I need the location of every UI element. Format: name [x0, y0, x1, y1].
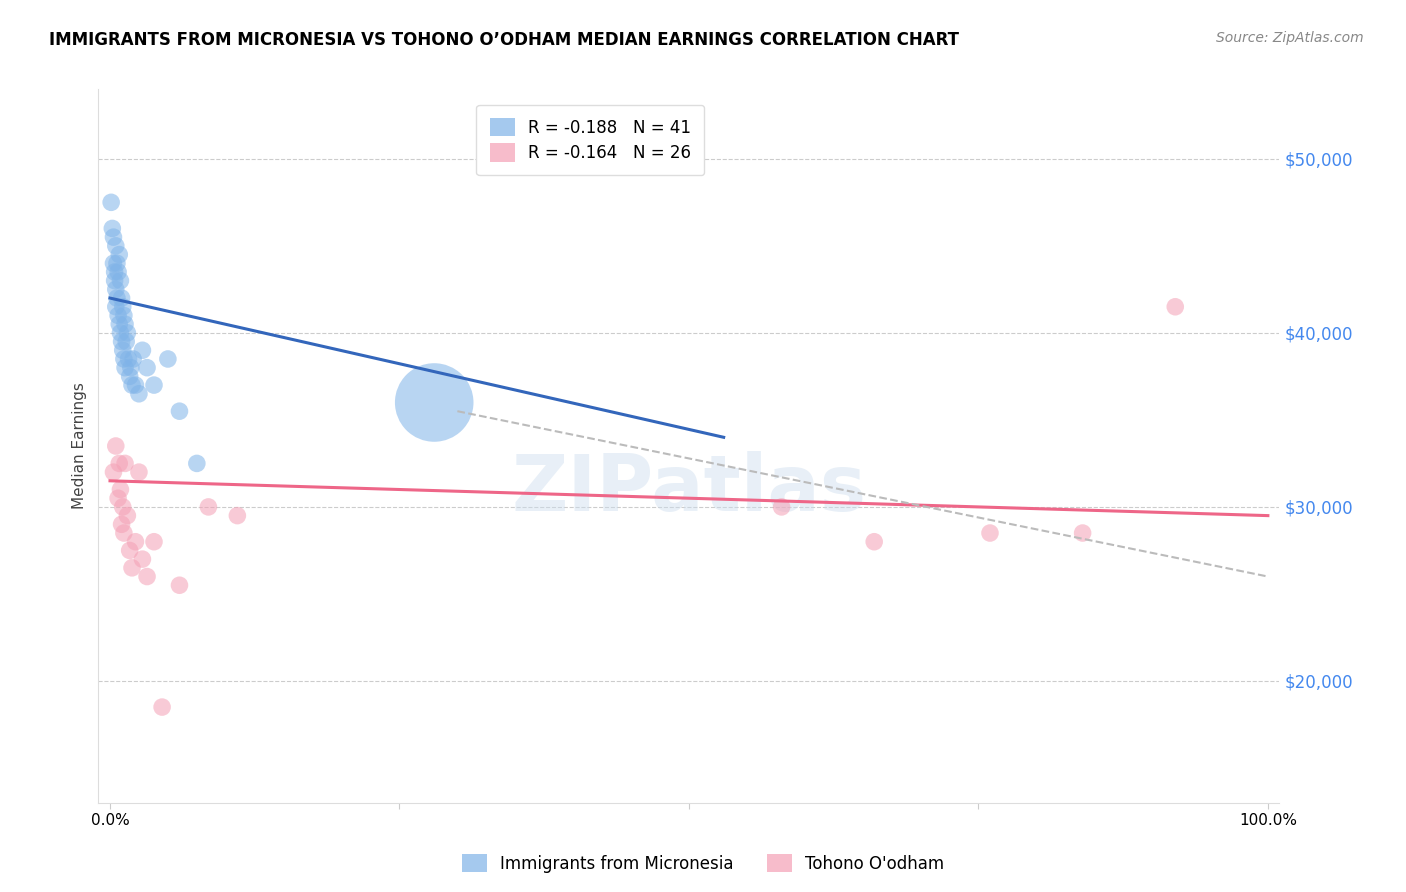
Point [156, 351, 179, 366]
Point [107, 265, 129, 279]
Point [103, 256, 125, 270]
Point [110, 274, 132, 288]
Point [169, 578, 191, 592]
Point [111, 500, 134, 514]
Point [115, 334, 138, 349]
Point [120, 360, 142, 375]
Point [110, 517, 132, 532]
Point [122, 351, 145, 366]
Point [111, 300, 134, 314]
Point [121, 561, 143, 575]
Point [117, 326, 139, 340]
Point [104, 300, 127, 314]
Point [114, 317, 136, 331]
Point [131, 552, 153, 566]
Legend: Immigrants from Micronesia, Tohono O'odham: Immigrants from Micronesia, Tohono O'odh… [456, 847, 950, 880]
Legend: R = -0.188   N = 41, R = -0.164   N = 26: R = -0.188 N = 41, R = -0.164 N = 26 [477, 104, 704, 176]
Point [186, 457, 208, 471]
Text: ZIPatlas: ZIPatlas [512, 450, 866, 527]
Point [770, 500, 793, 514]
Point [107, 491, 129, 506]
Point [107, 309, 129, 323]
Point [131, 343, 153, 358]
Point [108, 457, 131, 471]
Point [124, 534, 146, 549]
Point [103, 230, 125, 244]
Point [1164, 300, 1187, 314]
Point [110, 334, 132, 349]
Point [128, 386, 150, 401]
Point [143, 534, 166, 549]
Point [197, 500, 219, 514]
Point [128, 465, 150, 479]
Point [117, 351, 139, 366]
Point [112, 526, 135, 541]
Point [979, 526, 1001, 541]
Point [112, 309, 135, 323]
Point [118, 543, 141, 558]
Y-axis label: Median Earnings: Median Earnings [72, 383, 87, 509]
Point [110, 483, 132, 497]
Point [112, 351, 135, 366]
Point [110, 291, 132, 305]
Point [118, 369, 141, 384]
Point [105, 256, 128, 270]
Point [111, 343, 134, 358]
Point [169, 404, 191, 418]
Point [114, 360, 136, 375]
Point [104, 439, 127, 453]
Point [863, 534, 886, 549]
Point [101, 221, 124, 235]
Point [100, 195, 122, 210]
Point [136, 360, 159, 375]
Point [108, 317, 131, 331]
Point [103, 465, 125, 479]
Text: Source: ZipAtlas.com: Source: ZipAtlas.com [1216, 31, 1364, 45]
Point [104, 265, 127, 279]
Point [150, 700, 173, 714]
Point [1071, 526, 1094, 541]
Point [124, 378, 146, 392]
Point [108, 247, 131, 261]
Point [226, 508, 249, 523]
Point [423, 395, 446, 409]
Point [114, 457, 136, 471]
Point [105, 291, 128, 305]
Point [104, 274, 127, 288]
Text: IMMIGRANTS FROM MICRONESIA VS TOHONO O’ODHAM MEDIAN EARNINGS CORRELATION CHART: IMMIGRANTS FROM MICRONESIA VS TOHONO O’O… [49, 31, 959, 49]
Point [104, 282, 127, 296]
Point [117, 508, 139, 523]
Point [143, 378, 166, 392]
Point [136, 569, 159, 583]
Point [104, 239, 127, 253]
Point [110, 326, 132, 340]
Point [121, 378, 143, 392]
